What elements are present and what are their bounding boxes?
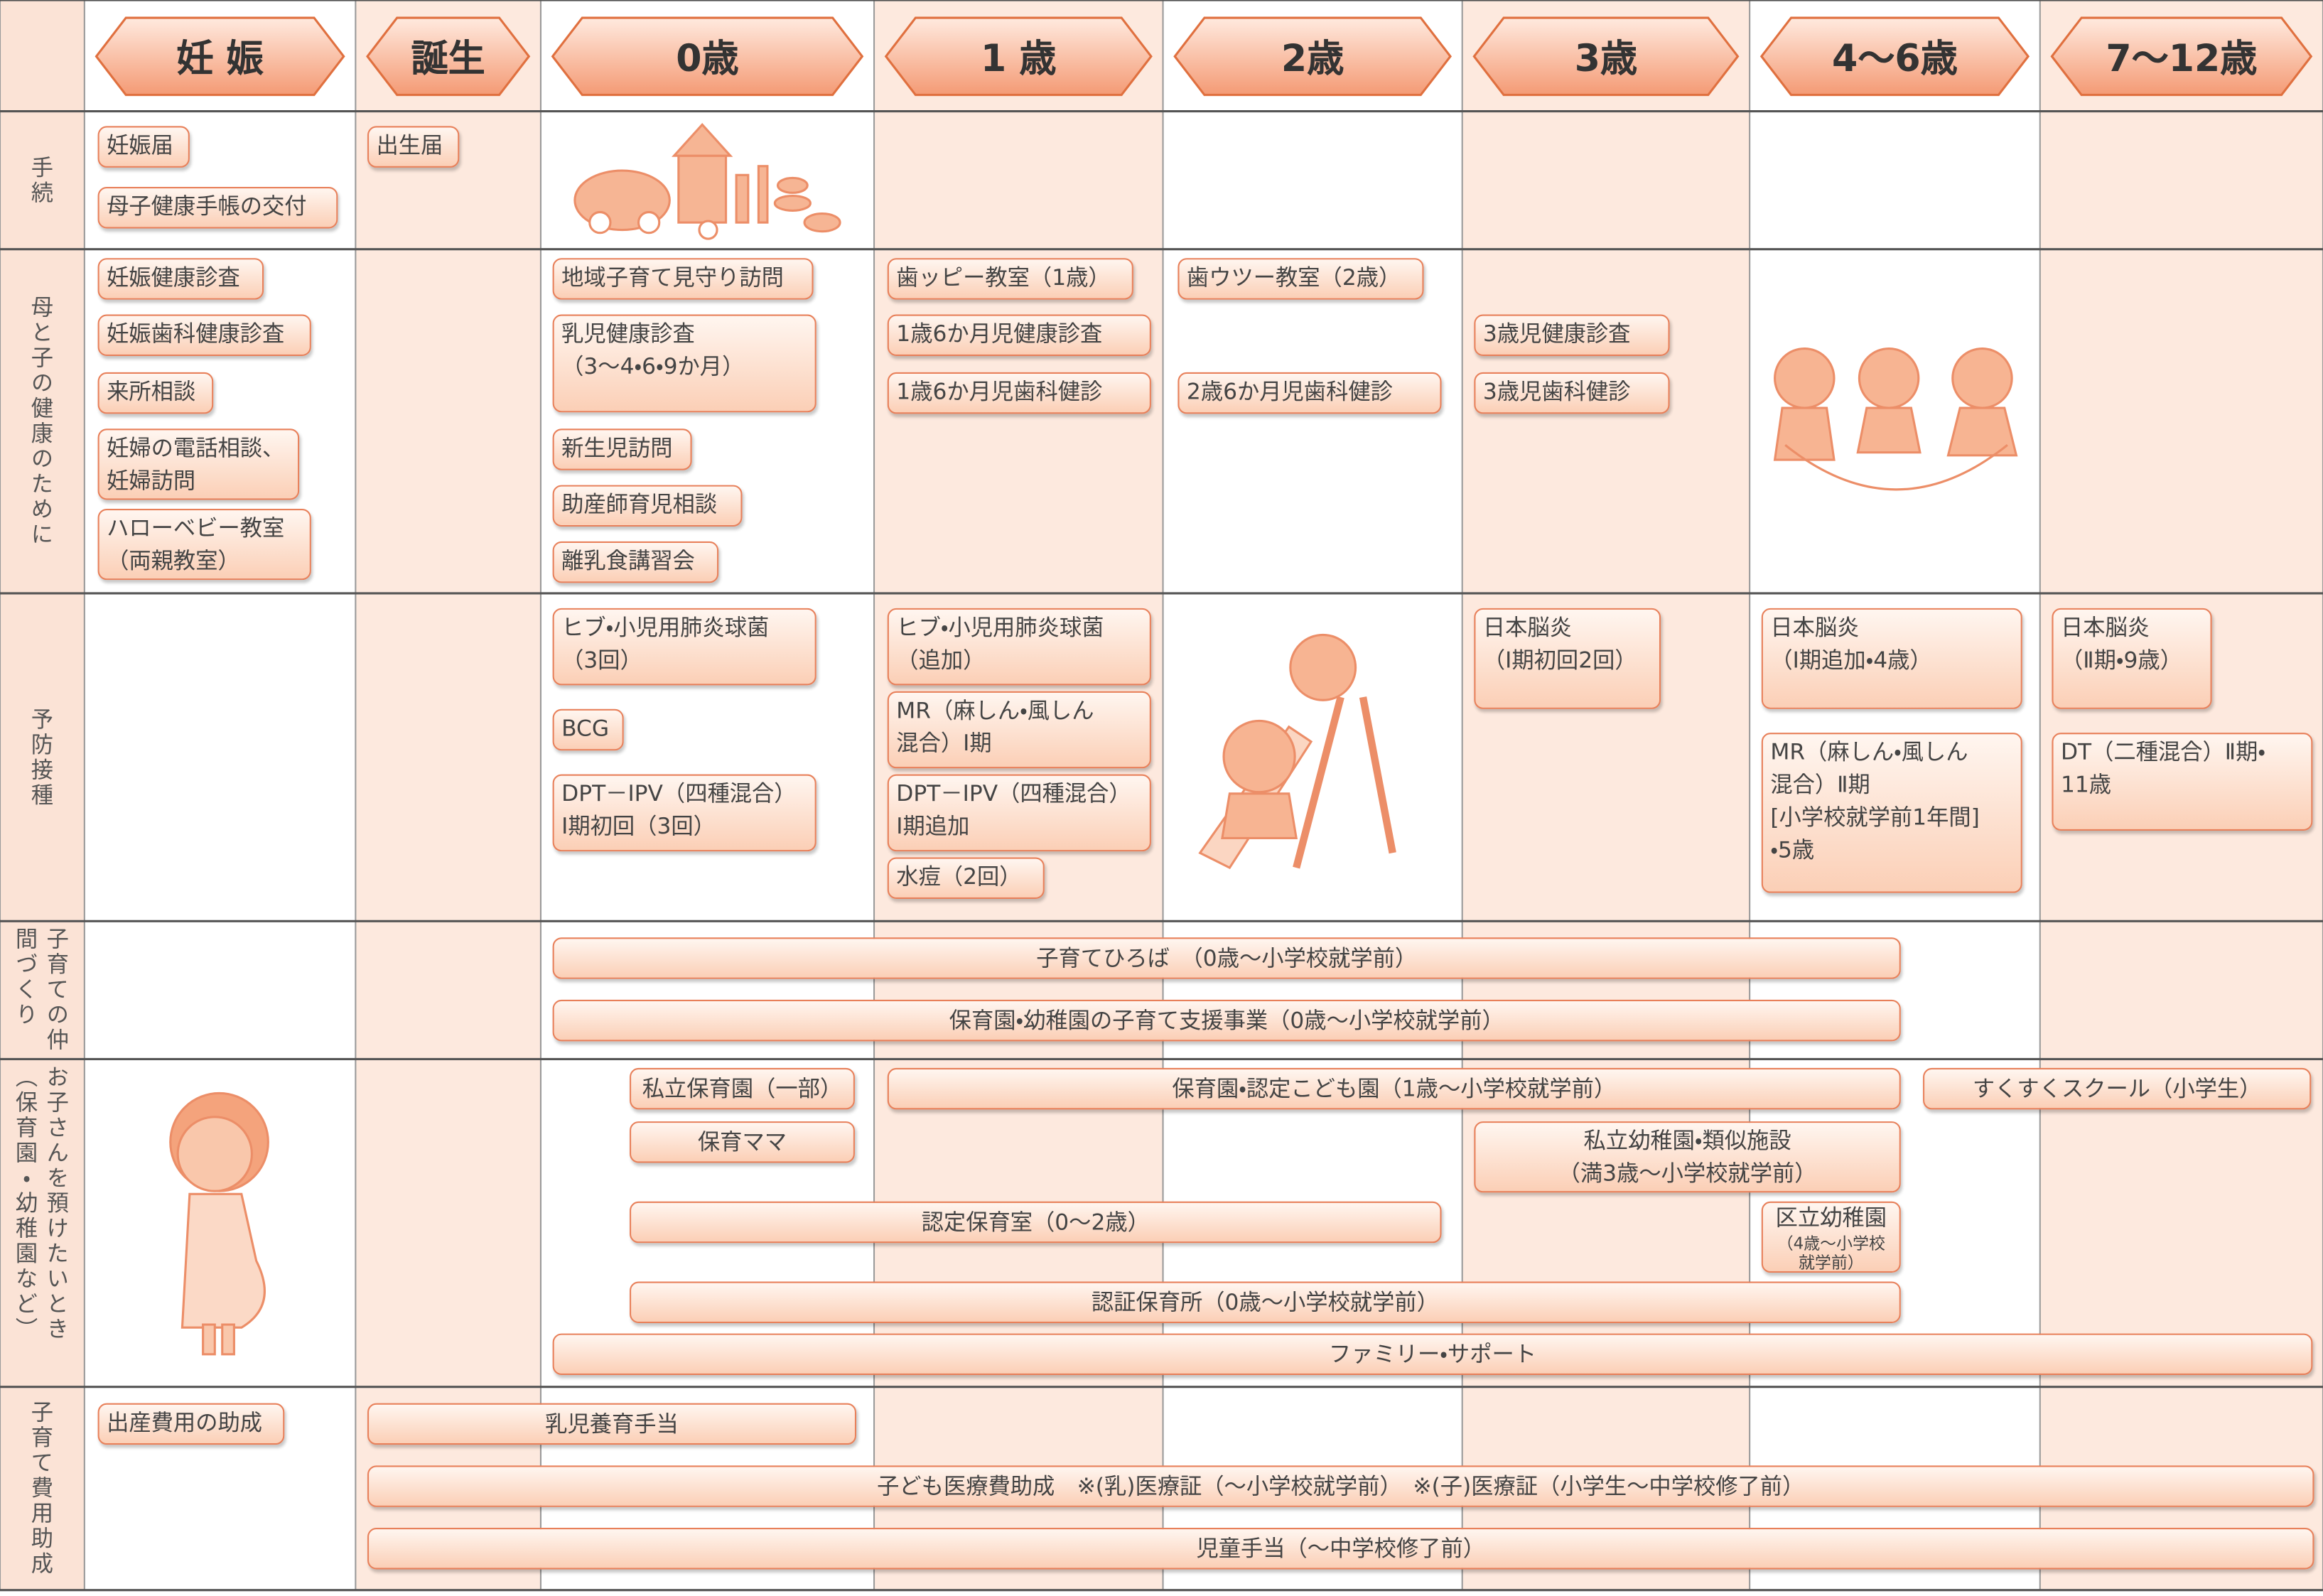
item-text: 区立幼稚園 xyxy=(1775,1204,1887,1231)
service-bar: ファミリー・サポート xyxy=(552,1333,2313,1376)
row-label: お子さんを預けたいとき（保育園・幼稚園など） xyxy=(12,1064,71,1343)
item-box: DPT－IPV（四種混合） Ⅰ期追加 xyxy=(887,774,1151,852)
column-band xyxy=(1462,0,1750,1590)
item-box: 私立幼稚園・類似施設 （満3歳～小学校就学前） xyxy=(1474,1121,1901,1193)
item-box: 妊娠歯科健康診査 xyxy=(97,314,311,356)
row-label: 子育ての仲間づくり xyxy=(12,927,71,1054)
item-box: 来所相談 xyxy=(97,372,214,414)
item-box: 離乳食講習会 xyxy=(552,541,719,583)
column-header: 0歳 xyxy=(676,36,739,80)
item-box: 乳児健康診査 （3～4・6・9か月） xyxy=(552,314,816,413)
column-band xyxy=(355,0,541,1590)
row-label: 予防接種 xyxy=(28,706,55,808)
pregnant-woman-illustration xyxy=(169,1091,269,1356)
header-arrow xyxy=(1472,16,1740,97)
header-arrow xyxy=(366,16,531,97)
column-band xyxy=(84,0,356,1590)
service-bar: 児童手当（～中学校修了前） xyxy=(367,1528,2314,1570)
header-arrow xyxy=(551,16,864,97)
item-box: MR（麻しん・風しん 混合）Ⅰ期 xyxy=(887,691,1151,769)
item-box: 水痘（2回） xyxy=(887,857,1045,899)
item-box: 新生児訪問 xyxy=(552,428,692,470)
item-subtext: （4歳～小学校就学前） xyxy=(1777,1234,1885,1273)
service-bar: 乳児養育手当 xyxy=(367,1403,857,1445)
item-box: 地域子育て見守り訪問 xyxy=(552,258,814,300)
item-box: 妊娠健康診査 xyxy=(97,258,264,300)
toy-illustration xyxy=(573,123,841,240)
service-bar: 保育園・幼稚園の子育て支援事業（0歳～小学校就学前） xyxy=(552,999,1901,1042)
row-label: 母と子の健康のために xyxy=(28,295,55,548)
item-box: 保育ママ xyxy=(630,1121,855,1163)
service-bar: 子ども医療費助成 ※(乳)医療証（～小学校就学前） ※(子)医療証（小学生～中学… xyxy=(367,1465,2314,1507)
column-header: 2歳 xyxy=(1281,36,1344,80)
column-header: 4～6歳 xyxy=(1832,36,1958,80)
item-box: DT（二種混合）Ⅱ期・ 11歳 xyxy=(2052,733,2313,831)
item-box: MR（麻しん・風しん 混合）Ⅱ期 [小学校就学前1年間] ・5歳 xyxy=(1761,733,2022,893)
header-arrow xyxy=(1759,16,2030,97)
column-header: 誕生 xyxy=(411,36,485,80)
item-box: 3歳児歯科健診 xyxy=(1474,372,1670,414)
item-box: 3歳児健康診査 xyxy=(1474,314,1670,356)
header-arrow xyxy=(884,16,1153,97)
item-box: 出産費用の助成 xyxy=(97,1403,285,1445)
item-box: 助産師育児相談 xyxy=(552,485,743,527)
column-header: 3歳 xyxy=(1574,36,1638,80)
item-box: ヒブ・小児用肺炎球菌 （追加） xyxy=(887,608,1151,686)
item-box: 日本脳炎 （Ⅰ期追加・4歳） xyxy=(1761,608,2022,709)
kids-illustration xyxy=(1773,347,2018,491)
item-box: 妊婦の電話相談、 妊婦訪問 xyxy=(97,428,300,500)
item-box: 母子健康手帳の交付 xyxy=(97,187,338,229)
header-arrow xyxy=(1173,16,1452,97)
service-bar: 認定保育室（0～2歳） xyxy=(630,1201,1442,1244)
item-box: ハローベビー教室 （両親教室） xyxy=(97,508,311,581)
item-box: 出生届 xyxy=(367,126,460,168)
column-header: 7～12歳 xyxy=(2106,36,2258,80)
column-band xyxy=(0,0,85,1590)
item-box: 日本脳炎 （Ⅱ期・9歳） xyxy=(2052,608,2212,709)
item-box: 1歳6か月児歯科健診 xyxy=(887,372,1151,414)
item-box: 2歳6か月児歯科健診 xyxy=(1177,372,1442,414)
item-box: DPT－IPV（四種混合） Ⅰ期初回（3回） xyxy=(552,774,816,852)
item-box: 歯ウツー教室（2歳） xyxy=(1177,258,1424,300)
row-label: 手続 xyxy=(28,155,55,206)
column-header: 妊 娠 xyxy=(176,36,264,80)
item-box: ヒブ・小児用肺炎球菌 （3回） xyxy=(552,608,816,686)
slide-illustration xyxy=(1198,633,1396,870)
service-bar: 保育園・認定こども園（1歳～小学校就学前） xyxy=(887,1067,1901,1110)
row-label: 子育て費用助成 xyxy=(28,1400,55,1577)
item-box: 1歳6か月児健康診査 xyxy=(887,314,1151,356)
service-bar: 認証保育所（0歳～小学校就学前） xyxy=(630,1281,1901,1323)
item-box: BCG xyxy=(552,708,624,751)
column-header: 1 歳 xyxy=(981,36,1057,80)
header-arrow xyxy=(2050,16,2313,97)
item-box: 私立保育園（一部） xyxy=(630,1067,855,1110)
item-box: 歯ッピー教室（1歳） xyxy=(887,258,1133,300)
item-box: すくすくスクール（小学生） xyxy=(1923,1067,2312,1110)
header-arrow xyxy=(95,16,345,97)
item-box: 妊娠届 xyxy=(97,126,190,168)
service-bar: 子育てひろば （0歳～小学校就学前） xyxy=(552,937,1901,979)
item-box: 日本脳炎 （Ⅰ期初回2回） xyxy=(1474,608,1661,709)
item-box: 区立幼稚園 （4歳～小学校就学前） xyxy=(1761,1201,1901,1273)
